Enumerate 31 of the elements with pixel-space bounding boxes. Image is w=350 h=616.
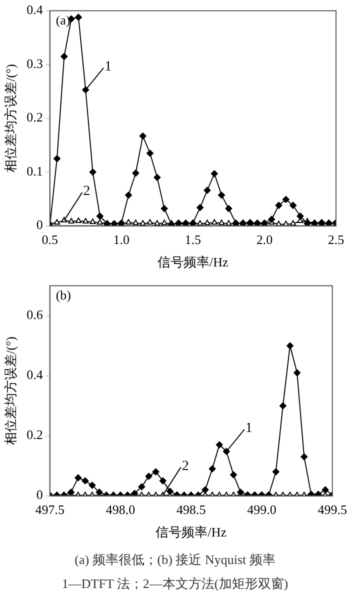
x-tick-label: 1.0 <box>113 232 130 248</box>
x-axis-title: 信号频率/Hz <box>158 254 229 270</box>
x-tick-label: 498.5 <box>176 502 206 518</box>
y-tick-label: 0 <box>36 217 43 232</box>
y-tick-label: 0.4 <box>26 367 44 382</box>
x-tick-label: 497.5 <box>35 502 64 518</box>
annotation: 1 <box>245 421 252 436</box>
x-tick-label: 498.0 <box>106 502 136 518</box>
y-tick-label: 0.2 <box>26 110 43 125</box>
y-tick-label: 0.4 <box>26 2 44 18</box>
annotation: 2 <box>182 458 189 474</box>
annotation: (b) <box>56 288 72 303</box>
text: 1—DTFT 法；2—本文方法(加矩形双窗) <box>60 575 290 593</box>
x-tick-label: 1.5 <box>184 232 202 248</box>
x-tick-label: 0.5 <box>42 232 58 248</box>
annotation: 2 <box>83 184 90 200</box>
text: (a) 频率很低；(b) 接近 Nyquist 频率 <box>74 551 276 569</box>
y-tick-label: 0.6 <box>26 307 44 322</box>
y-tick-label: 0 <box>36 487 43 502</box>
y-axis-title: 相位差均方误差/(°) <box>3 64 18 173</box>
x-tick-label: 2.0 <box>256 232 273 248</box>
y-axis-title: 相位差均方误差/(°) <box>3 336 18 446</box>
y-tick-label: 0.1 <box>26 163 43 178</box>
x-tick-label: 2.5 <box>328 232 344 248</box>
y-tick-label: 0.3 <box>26 56 43 71</box>
x-axis-title: 信号频率/Hz <box>156 524 227 540</box>
annotation: 1 <box>104 59 112 74</box>
x-tick-label: 499.0 <box>247 502 276 518</box>
annotation: (a) <box>56 12 70 28</box>
y-tick-label: 0.2 <box>26 427 43 442</box>
x-tick-label: 499.5 <box>318 502 347 518</box>
